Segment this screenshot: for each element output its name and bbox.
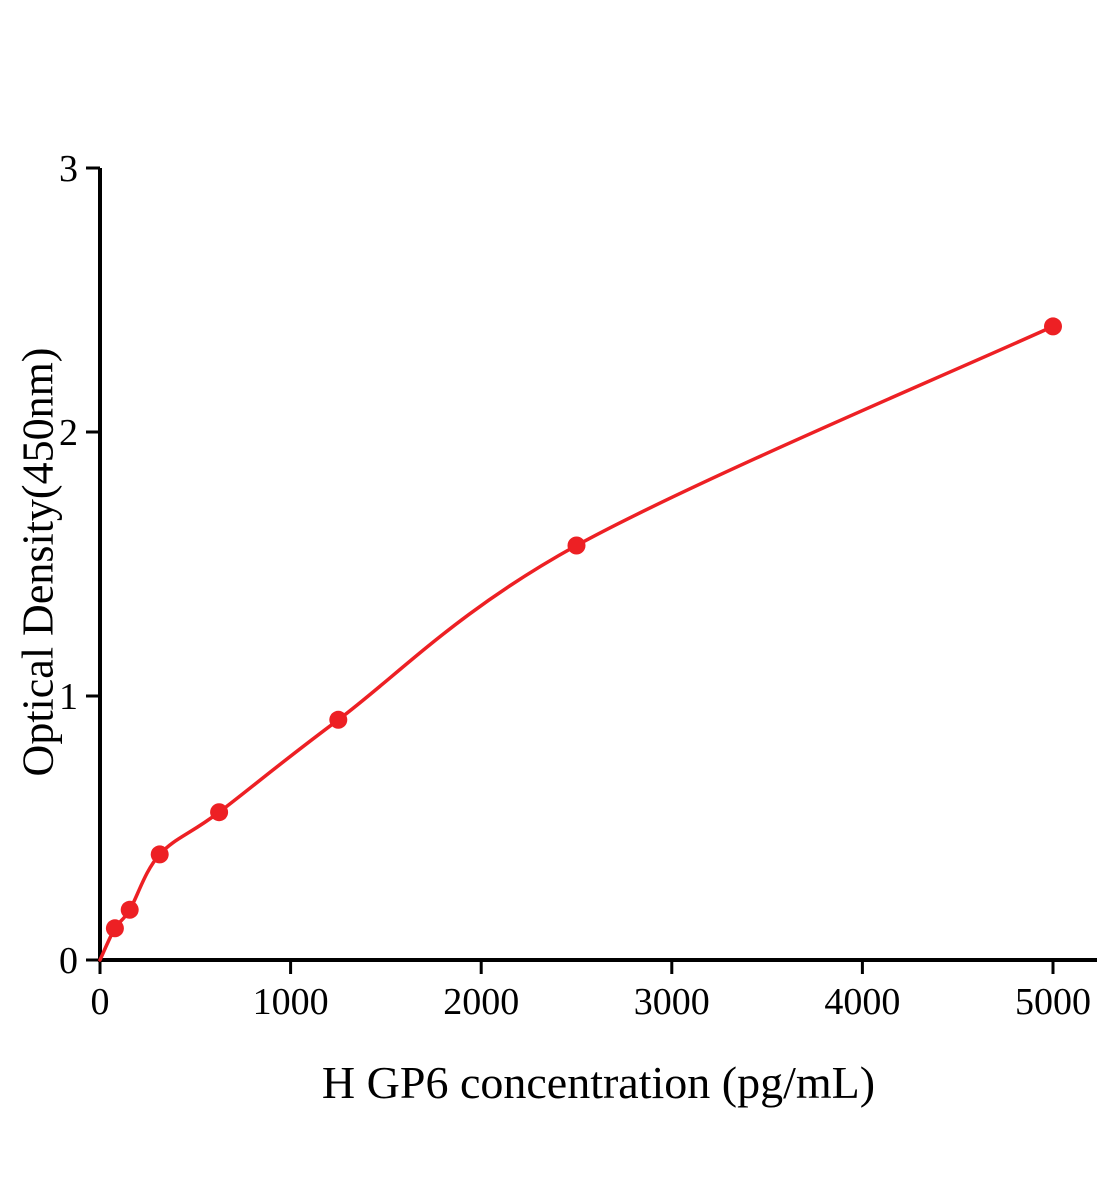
y-axis-title: Optical Density(450nm) — [13, 347, 63, 777]
x-tick-label: 3000 — [634, 981, 710, 1023]
x-axis-title: H GP6 concentration (pg/mL) — [321, 1057, 876, 1108]
x-tick-label: 2000 — [443, 981, 519, 1023]
y-tick-label: 1 — [59, 676, 78, 718]
data-point — [150, 845, 169, 864]
x-tick-label: 0 — [91, 981, 110, 1023]
y-tick-label: 0 — [59, 940, 78, 982]
fit-curve — [98, 324, 1055, 962]
data-point — [120, 900, 139, 919]
data-point — [567, 536, 586, 555]
data-point — [1044, 317, 1062, 336]
x-tick-label: 5000 — [1015, 981, 1091, 1023]
x-tick-label: 4000 — [824, 981, 900, 1023]
data-point — [210, 803, 229, 822]
data-point — [105, 919, 124, 938]
y-tick-label: 3 — [59, 148, 78, 190]
data-point — [329, 710, 348, 729]
x-tick-label: 1000 — [253, 981, 329, 1023]
y-tick-label: 2 — [59, 412, 78, 454]
